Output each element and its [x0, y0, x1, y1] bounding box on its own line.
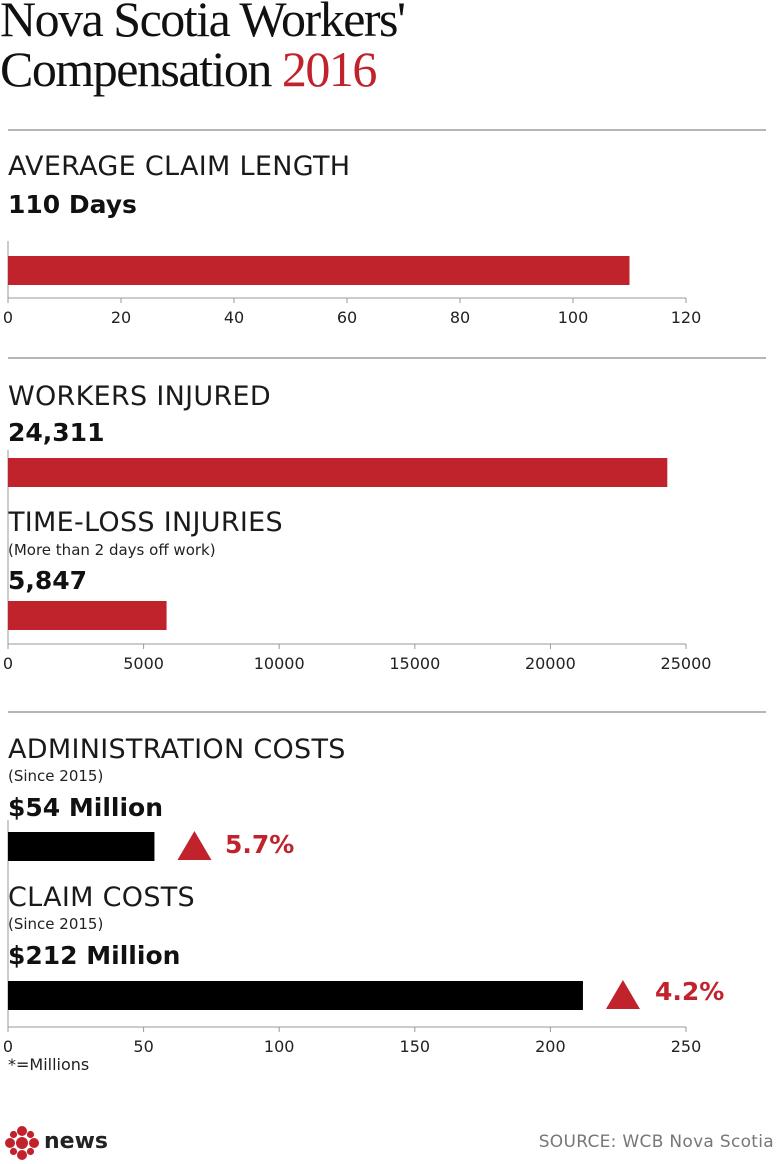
- x-tick-label: 20: [111, 308, 131, 327]
- admin-costs-value: $54 Million: [8, 793, 164, 822]
- page-title: Nova Scotia Workers' Compensation 2016: [0, 0, 406, 97]
- logo-text: news: [44, 1129, 109, 1154]
- time-loss-subtitle: (More than 2 days off work): [8, 541, 216, 559]
- x-tick-label: 120: [671, 308, 702, 327]
- bar-time-loss-injuries: [8, 601, 167, 630]
- claim-costs-title: CLAIM COSTS: [8, 882, 196, 913]
- x-tick-label: 20000: [525, 654, 576, 673]
- x-tick-label: 150: [400, 1037, 431, 1056]
- x-tick-label: 250: [671, 1037, 702, 1056]
- bar-claim-costs: [8, 981, 583, 1010]
- workers-injured-title: WORKERS INJURED: [8, 381, 271, 412]
- title-line-2: Compensation: [0, 41, 272, 97]
- x-tick-label: 0: [3, 308, 13, 327]
- x-tick-label: 0: [3, 654, 13, 673]
- x-tick-label: 10000: [254, 654, 305, 673]
- x-tick-label: 0: [3, 1037, 13, 1056]
- cbc-news-logo[interactable]: news: [4, 1126, 124, 1160]
- claim-costs-up-arrow-icon: [605, 980, 640, 1009]
- admin-costs-up-arrow-icon: [177, 831, 212, 860]
- cbc-gem-icon: [5, 1126, 39, 1160]
- bar-admin-costs: [8, 832, 155, 861]
- title-year: 2016: [281, 41, 378, 97]
- workers-injured-value: 24,311: [8, 418, 105, 447]
- x-tick-label: 25000: [661, 654, 712, 673]
- x-tick-label: 50: [133, 1037, 153, 1056]
- bar-workers-injured: [8, 458, 668, 487]
- injuries-chart: 0 5000 10000 15000 20000 25000: [3, 450, 712, 673]
- time-loss-title: TIME-LOSS INJURIES: [8, 507, 283, 538]
- admin-costs-change: 5.7%: [225, 830, 295, 859]
- claim-costs-value: $212 Million: [8, 941, 181, 970]
- divider: [8, 129, 766, 131]
- x-tick-label: 5000: [123, 654, 164, 673]
- x-tick-label: 60: [337, 308, 357, 327]
- time-loss-value: 5,847: [8, 566, 88, 595]
- x-tick-label: 40: [224, 308, 244, 327]
- x-tick-label: 15000: [389, 654, 440, 673]
- x-tick-label: 100: [558, 308, 589, 327]
- claim-length-value: 110 Days: [8, 190, 137, 219]
- costs-chart: 0 50 100 150 200 250: [3, 820, 702, 1056]
- claim-length-chart: 0 20 40 60 80 100 120: [3, 241, 702, 327]
- admin-costs-subtitle: (Since 2015): [8, 767, 104, 785]
- claim-costs-subtitle: (Since 2015): [8, 915, 104, 933]
- divider: [8, 357, 766, 359]
- divider: [8, 711, 766, 713]
- claim-costs-change: 4.2%: [655, 977, 725, 1006]
- source-credit: SOURCE: WCB Nova Scotia: [538, 1132, 774, 1152]
- claim-length-title: AVERAGE CLAIM LENGTH: [8, 151, 351, 182]
- x-tick-label: 100: [264, 1037, 295, 1056]
- x-tick-label: 200: [535, 1037, 566, 1056]
- admin-costs-title: ADMINISTRATION COSTS: [8, 734, 346, 765]
- x-tick-label: 80: [450, 308, 470, 327]
- title-line-1: Nova Scotia Workers': [0, 0, 406, 47]
- footnote: *=Millions: [8, 1055, 90, 1074]
- bar-claim-length: [8, 256, 630, 285]
